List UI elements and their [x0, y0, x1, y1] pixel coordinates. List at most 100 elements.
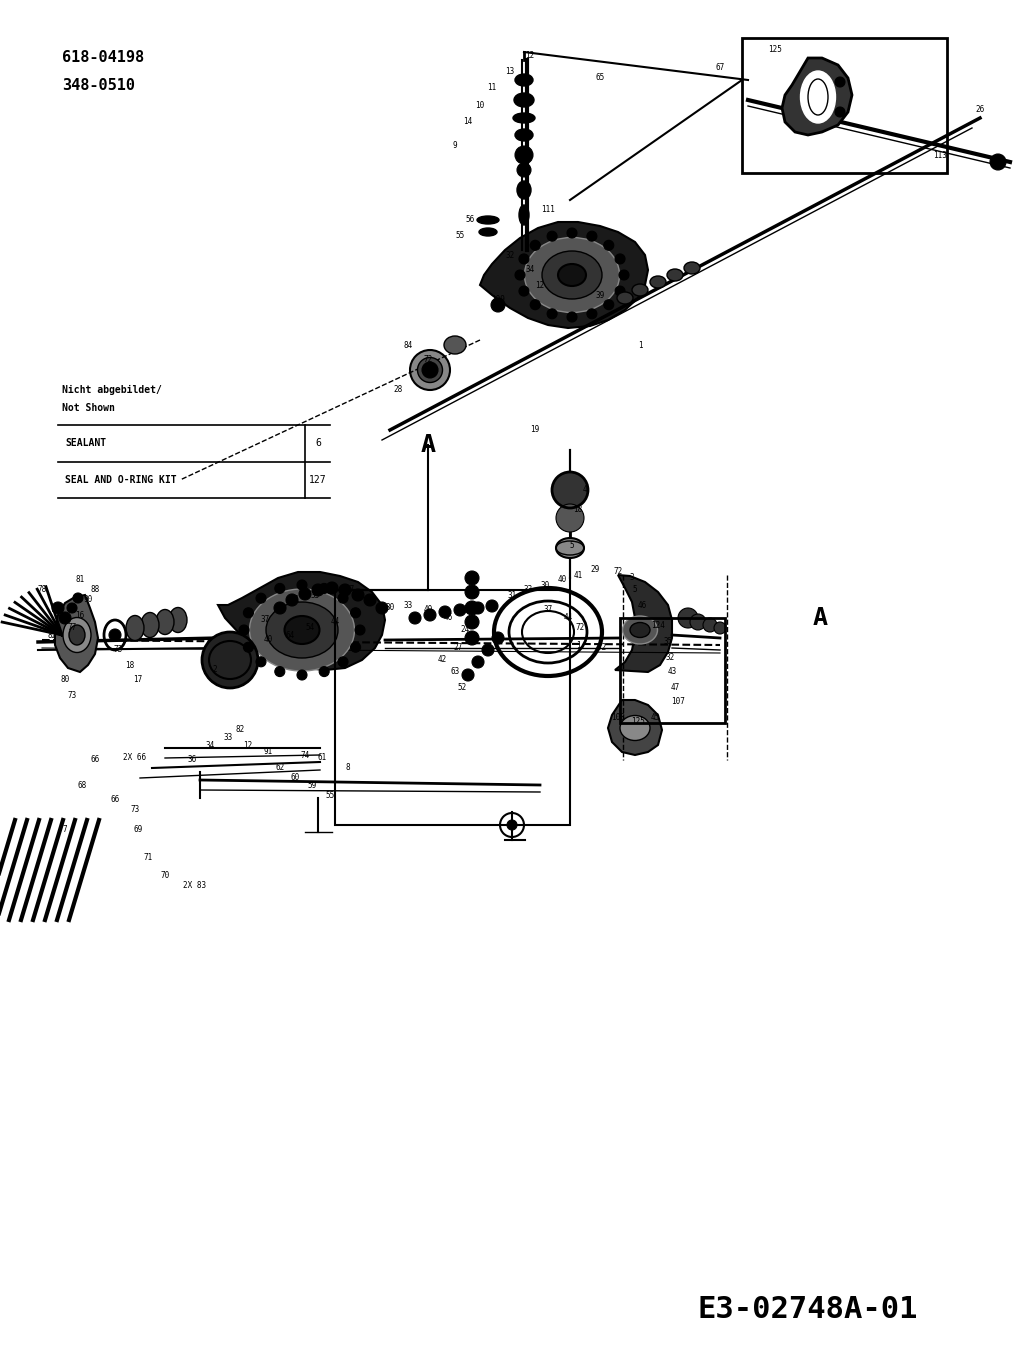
- Text: 348-0510: 348-0510: [62, 77, 135, 92]
- Circle shape: [52, 602, 64, 614]
- Text: 40: 40: [263, 635, 272, 645]
- Ellipse shape: [169, 607, 187, 633]
- Text: 4: 4: [583, 485, 587, 495]
- Text: 7: 7: [63, 826, 67, 834]
- Text: 56: 56: [465, 215, 475, 224]
- Text: 66: 66: [91, 756, 100, 764]
- Text: 33: 33: [223, 734, 232, 742]
- Text: 74: 74: [300, 750, 310, 760]
- Circle shape: [547, 231, 557, 241]
- Text: 36: 36: [188, 756, 197, 764]
- Text: 66: 66: [110, 795, 120, 804]
- Circle shape: [256, 594, 266, 603]
- Circle shape: [326, 581, 338, 594]
- Text: 82: 82: [235, 726, 245, 734]
- Text: 19: 19: [530, 426, 540, 434]
- Circle shape: [517, 164, 531, 177]
- Circle shape: [256, 657, 266, 667]
- Text: 67: 67: [715, 64, 724, 73]
- Text: 71: 71: [143, 853, 153, 863]
- Circle shape: [297, 580, 307, 589]
- Text: 64: 64: [286, 630, 294, 639]
- Text: 14: 14: [463, 118, 473, 127]
- Ellipse shape: [285, 617, 320, 644]
- Text: 73: 73: [130, 806, 139, 814]
- Text: 13: 13: [506, 68, 515, 77]
- Circle shape: [244, 608, 254, 618]
- Polygon shape: [218, 572, 385, 671]
- Ellipse shape: [620, 715, 650, 741]
- Text: 42: 42: [438, 656, 447, 664]
- Text: 30: 30: [385, 603, 394, 612]
- Text: 618-04198: 618-04198: [62, 50, 144, 65]
- Text: 34: 34: [205, 741, 215, 749]
- Circle shape: [275, 584, 285, 594]
- Ellipse shape: [69, 625, 85, 645]
- Text: 5: 5: [633, 585, 638, 595]
- Circle shape: [202, 631, 258, 688]
- Circle shape: [491, 297, 505, 312]
- Circle shape: [465, 602, 479, 615]
- Circle shape: [492, 631, 504, 644]
- Circle shape: [530, 241, 540, 250]
- Text: A: A: [812, 606, 828, 630]
- Text: 127: 127: [310, 475, 327, 485]
- Circle shape: [567, 312, 577, 322]
- Ellipse shape: [556, 538, 584, 558]
- Circle shape: [507, 821, 517, 830]
- Text: 46: 46: [638, 600, 647, 610]
- Circle shape: [299, 588, 311, 600]
- Circle shape: [604, 241, 614, 250]
- Circle shape: [519, 287, 529, 296]
- Circle shape: [338, 584, 351, 596]
- Ellipse shape: [250, 589, 355, 671]
- Circle shape: [239, 625, 249, 635]
- Ellipse shape: [524, 238, 619, 312]
- Text: 1: 1: [638, 341, 642, 350]
- Text: 17: 17: [133, 676, 142, 684]
- Ellipse shape: [515, 128, 533, 141]
- Circle shape: [619, 270, 628, 280]
- Text: 5: 5: [570, 541, 575, 549]
- Text: 79: 79: [51, 606, 60, 615]
- Ellipse shape: [141, 612, 159, 638]
- Text: 69: 69: [133, 826, 142, 834]
- Text: 124: 124: [651, 621, 665, 630]
- Circle shape: [59, 612, 71, 625]
- Circle shape: [515, 146, 533, 164]
- Text: 91: 91: [263, 748, 272, 757]
- Text: 60: 60: [290, 773, 299, 783]
- Circle shape: [275, 667, 285, 676]
- Text: 40: 40: [557, 576, 567, 584]
- Polygon shape: [480, 222, 648, 329]
- Ellipse shape: [63, 618, 91, 653]
- Polygon shape: [608, 700, 662, 754]
- Text: 29: 29: [590, 565, 600, 575]
- Ellipse shape: [477, 216, 499, 224]
- Text: 68: 68: [77, 780, 87, 790]
- Polygon shape: [55, 595, 98, 672]
- Text: 2X 83: 2X 83: [184, 880, 206, 890]
- Text: A: A: [420, 433, 436, 457]
- Circle shape: [990, 154, 1006, 170]
- Text: 55: 55: [455, 230, 464, 239]
- Text: SEALANT: SEALANT: [65, 438, 106, 448]
- Circle shape: [472, 656, 484, 668]
- Polygon shape: [782, 58, 852, 135]
- Circle shape: [678, 608, 698, 627]
- Text: 61: 61: [318, 753, 326, 763]
- Ellipse shape: [444, 337, 466, 354]
- Text: 44: 44: [563, 614, 573, 622]
- Circle shape: [835, 77, 845, 87]
- Circle shape: [319, 667, 329, 676]
- Text: 30: 30: [541, 580, 550, 589]
- Circle shape: [604, 300, 614, 310]
- Text: 37: 37: [260, 615, 269, 625]
- Text: 33: 33: [523, 585, 533, 595]
- Text: Not Shown: Not Shown: [62, 403, 115, 412]
- Text: 41: 41: [574, 571, 583, 580]
- Polygon shape: [615, 575, 672, 672]
- Text: 16: 16: [75, 611, 85, 619]
- Text: 3: 3: [630, 573, 635, 583]
- Text: 43: 43: [668, 668, 677, 676]
